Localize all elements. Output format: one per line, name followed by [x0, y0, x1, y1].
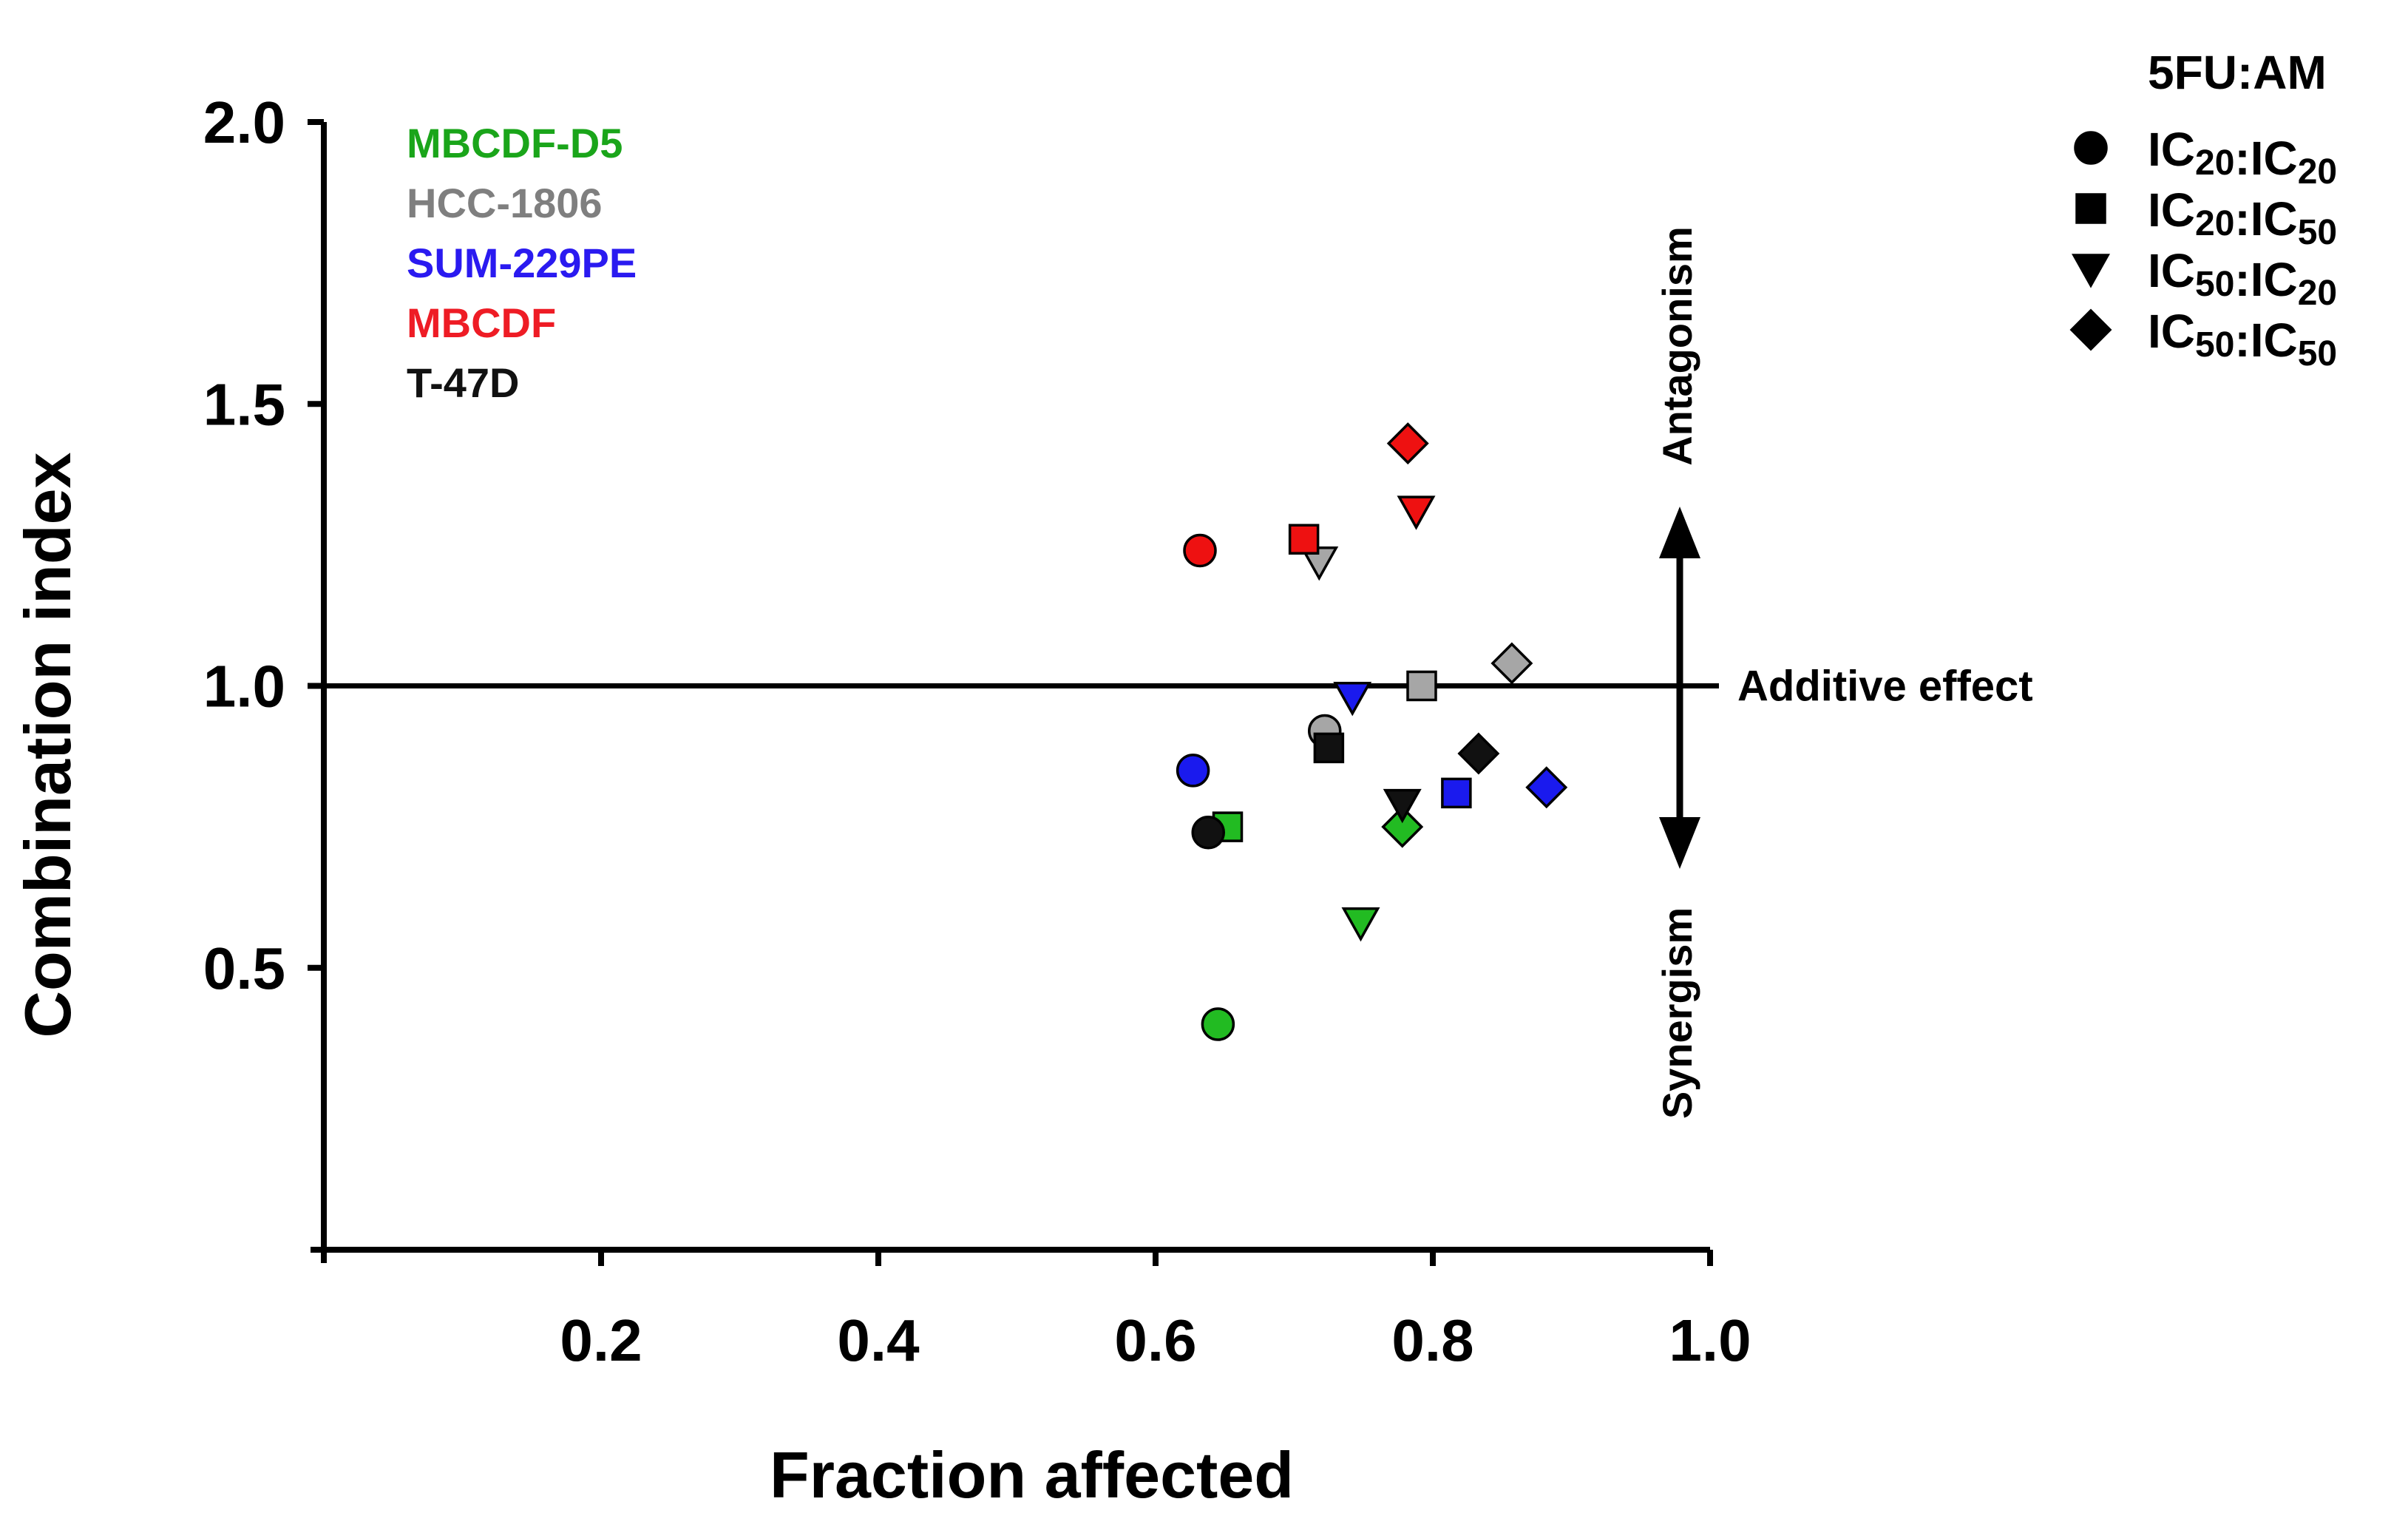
- ratio-legend: 5FU:AM IC20:IC20IC20:IC50IC50:IC20IC50:IC…: [2069, 46, 2337, 373]
- arrow-up-head: [1659, 507, 1700, 558]
- series-hcc-1806: [1300, 546, 1533, 748]
- legend-cell-line: MBCDF-D5: [407, 120, 623, 166]
- y-tick-label: 1.5: [203, 371, 285, 437]
- ratio-legend-label: IC20:IC20: [2148, 123, 2337, 192]
- reference-line-group: Additive effect: [324, 663, 2033, 711]
- x-tick-label: 0.2: [560, 1307, 642, 1373]
- point-circle: [1201, 1007, 1235, 1041]
- point-square: [1441, 777, 1472, 809]
- x-tick-label: 1.0: [1669, 1307, 1751, 1373]
- y-axis-label: Combination index: [11, 452, 84, 1038]
- arrow-down-head: [1659, 817, 1700, 869]
- antagonism-label: Antagonism: [1654, 226, 1700, 466]
- legend-marker-diamond: [2069, 308, 2112, 351]
- ratio-legend-label: IC50:IC50: [2148, 305, 2337, 373]
- point-diamond: [1381, 805, 1424, 848]
- legend-cell-line: SUM-229PE: [407, 240, 637, 286]
- annotation-group: Antagonism Synergism: [1654, 226, 1700, 1119]
- series-mbcdf-d5: [1201, 805, 1424, 1041]
- series-t-47d: [1191, 732, 1500, 850]
- ratio-legend-title: 5FU:AM: [2148, 46, 2327, 99]
- legend-cell-line: T-47D: [407, 359, 520, 406]
- point-diamond: [1386, 422, 1429, 465]
- legend-marker-circle: [2074, 131, 2108, 165]
- legend-cell-line: MBCDF: [407, 299, 556, 346]
- x-tick-label: 0.8: [1391, 1307, 1473, 1373]
- point-circle: [1176, 754, 1210, 788]
- point-circle: [1191, 816, 1225, 850]
- point-square: [1288, 524, 1320, 555]
- data-points: [1176, 422, 1568, 1041]
- synergism-label: Synergism: [1654, 907, 1700, 1119]
- x-axis-label: Fraction affected: [770, 1438, 1294, 1512]
- point-triangle-down: [1397, 495, 1436, 530]
- x-tick-label: 0.4: [837, 1307, 920, 1373]
- additive-effect-label: Additive effect: [1737, 663, 2033, 711]
- x-tick-label: 0.6: [1114, 1307, 1196, 1373]
- axes: 0.5 1.0 1.5 2.0 0.2 0.4 0.6 0.8 1.0 Fraction affe…: [11, 89, 1751, 1512]
- y-tick-label: 2.0: [203, 89, 285, 155]
- point-triangle-down: [1383, 788, 1422, 824]
- legend-marker-triangle-down: [2072, 254, 2110, 288]
- y-tick-label: 1.0: [203, 654, 285, 720]
- series-sum-229pe: [1176, 682, 1568, 809]
- point-circle: [1183, 533, 1217, 568]
- ratio-legend-label: IC20:IC50: [2148, 183, 2337, 252]
- point-diamond: [1490, 642, 1533, 685]
- point-square: [1406, 670, 1437, 702]
- point-diamond: [1525, 766, 1568, 809]
- point-triangle-down: [1333, 682, 1372, 717]
- cell-line-legend: MBCDF-D5 HCC-1806 SUM-229PE MBCDF T-47D: [407, 120, 637, 406]
- point-square: [1313, 732, 1345, 764]
- point-triangle-down: [1341, 907, 1380, 942]
- legend-cell-line: HCC-1806: [407, 180, 603, 226]
- series-mbcdf: [1183, 422, 1436, 568]
- y-tick-label: 0.5: [203, 935, 285, 1001]
- legend-marker-square: [2075, 193, 2106, 224]
- point-diamond: [1457, 732, 1500, 775]
- ratio-legend-label: IC50:IC20: [2148, 244, 2337, 313]
